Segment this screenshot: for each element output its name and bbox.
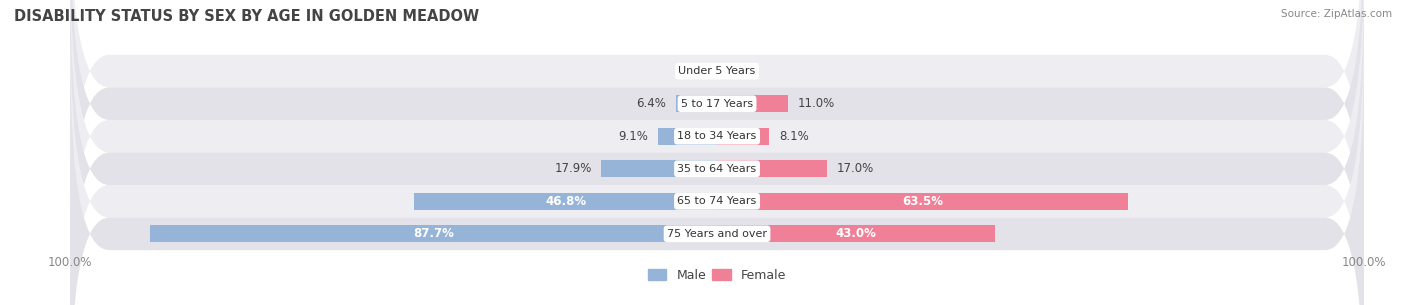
- Bar: [717, 160, 827, 177]
- Text: 75 Years and over: 75 Years and over: [666, 229, 768, 239]
- Bar: [602, 160, 717, 177]
- Text: 11.0%: 11.0%: [799, 97, 835, 110]
- Bar: [717, 193, 1128, 210]
- Text: 63.5%: 63.5%: [901, 195, 943, 208]
- Text: 17.0%: 17.0%: [837, 162, 875, 175]
- Text: 43.0%: 43.0%: [835, 227, 876, 240]
- Bar: [717, 128, 769, 145]
- FancyBboxPatch shape: [70, 55, 1364, 305]
- FancyBboxPatch shape: [70, 22, 1364, 305]
- FancyBboxPatch shape: [70, 0, 1364, 305]
- Text: 35 to 64 Years: 35 to 64 Years: [678, 164, 756, 174]
- Text: 87.7%: 87.7%: [413, 227, 454, 240]
- Text: 9.1%: 9.1%: [619, 130, 648, 143]
- Bar: [150, 225, 717, 242]
- Text: 5 to 17 Years: 5 to 17 Years: [681, 99, 754, 109]
- Text: 6.4%: 6.4%: [636, 97, 666, 110]
- Text: DISABILITY STATUS BY SEX BY AGE IN GOLDEN MEADOW: DISABILITY STATUS BY SEX BY AGE IN GOLDE…: [14, 9, 479, 24]
- Text: 8.1%: 8.1%: [779, 130, 808, 143]
- Legend: Male, Female: Male, Female: [643, 264, 792, 287]
- Text: 17.9%: 17.9%: [554, 162, 592, 175]
- Text: 0.0%: 0.0%: [678, 65, 707, 78]
- FancyBboxPatch shape: [70, 0, 1364, 250]
- FancyBboxPatch shape: [70, 0, 1364, 305]
- Bar: [717, 225, 995, 242]
- Text: 18 to 34 Years: 18 to 34 Years: [678, 131, 756, 141]
- Bar: [717, 95, 789, 112]
- Text: 46.8%: 46.8%: [546, 195, 586, 208]
- Text: Source: ZipAtlas.com: Source: ZipAtlas.com: [1281, 9, 1392, 19]
- Bar: [658, 128, 717, 145]
- FancyBboxPatch shape: [70, 0, 1364, 283]
- Bar: [415, 193, 717, 210]
- Text: 0.0%: 0.0%: [727, 65, 756, 78]
- Text: Under 5 Years: Under 5 Years: [679, 66, 755, 76]
- Text: 65 to 74 Years: 65 to 74 Years: [678, 196, 756, 206]
- Bar: [676, 95, 717, 112]
